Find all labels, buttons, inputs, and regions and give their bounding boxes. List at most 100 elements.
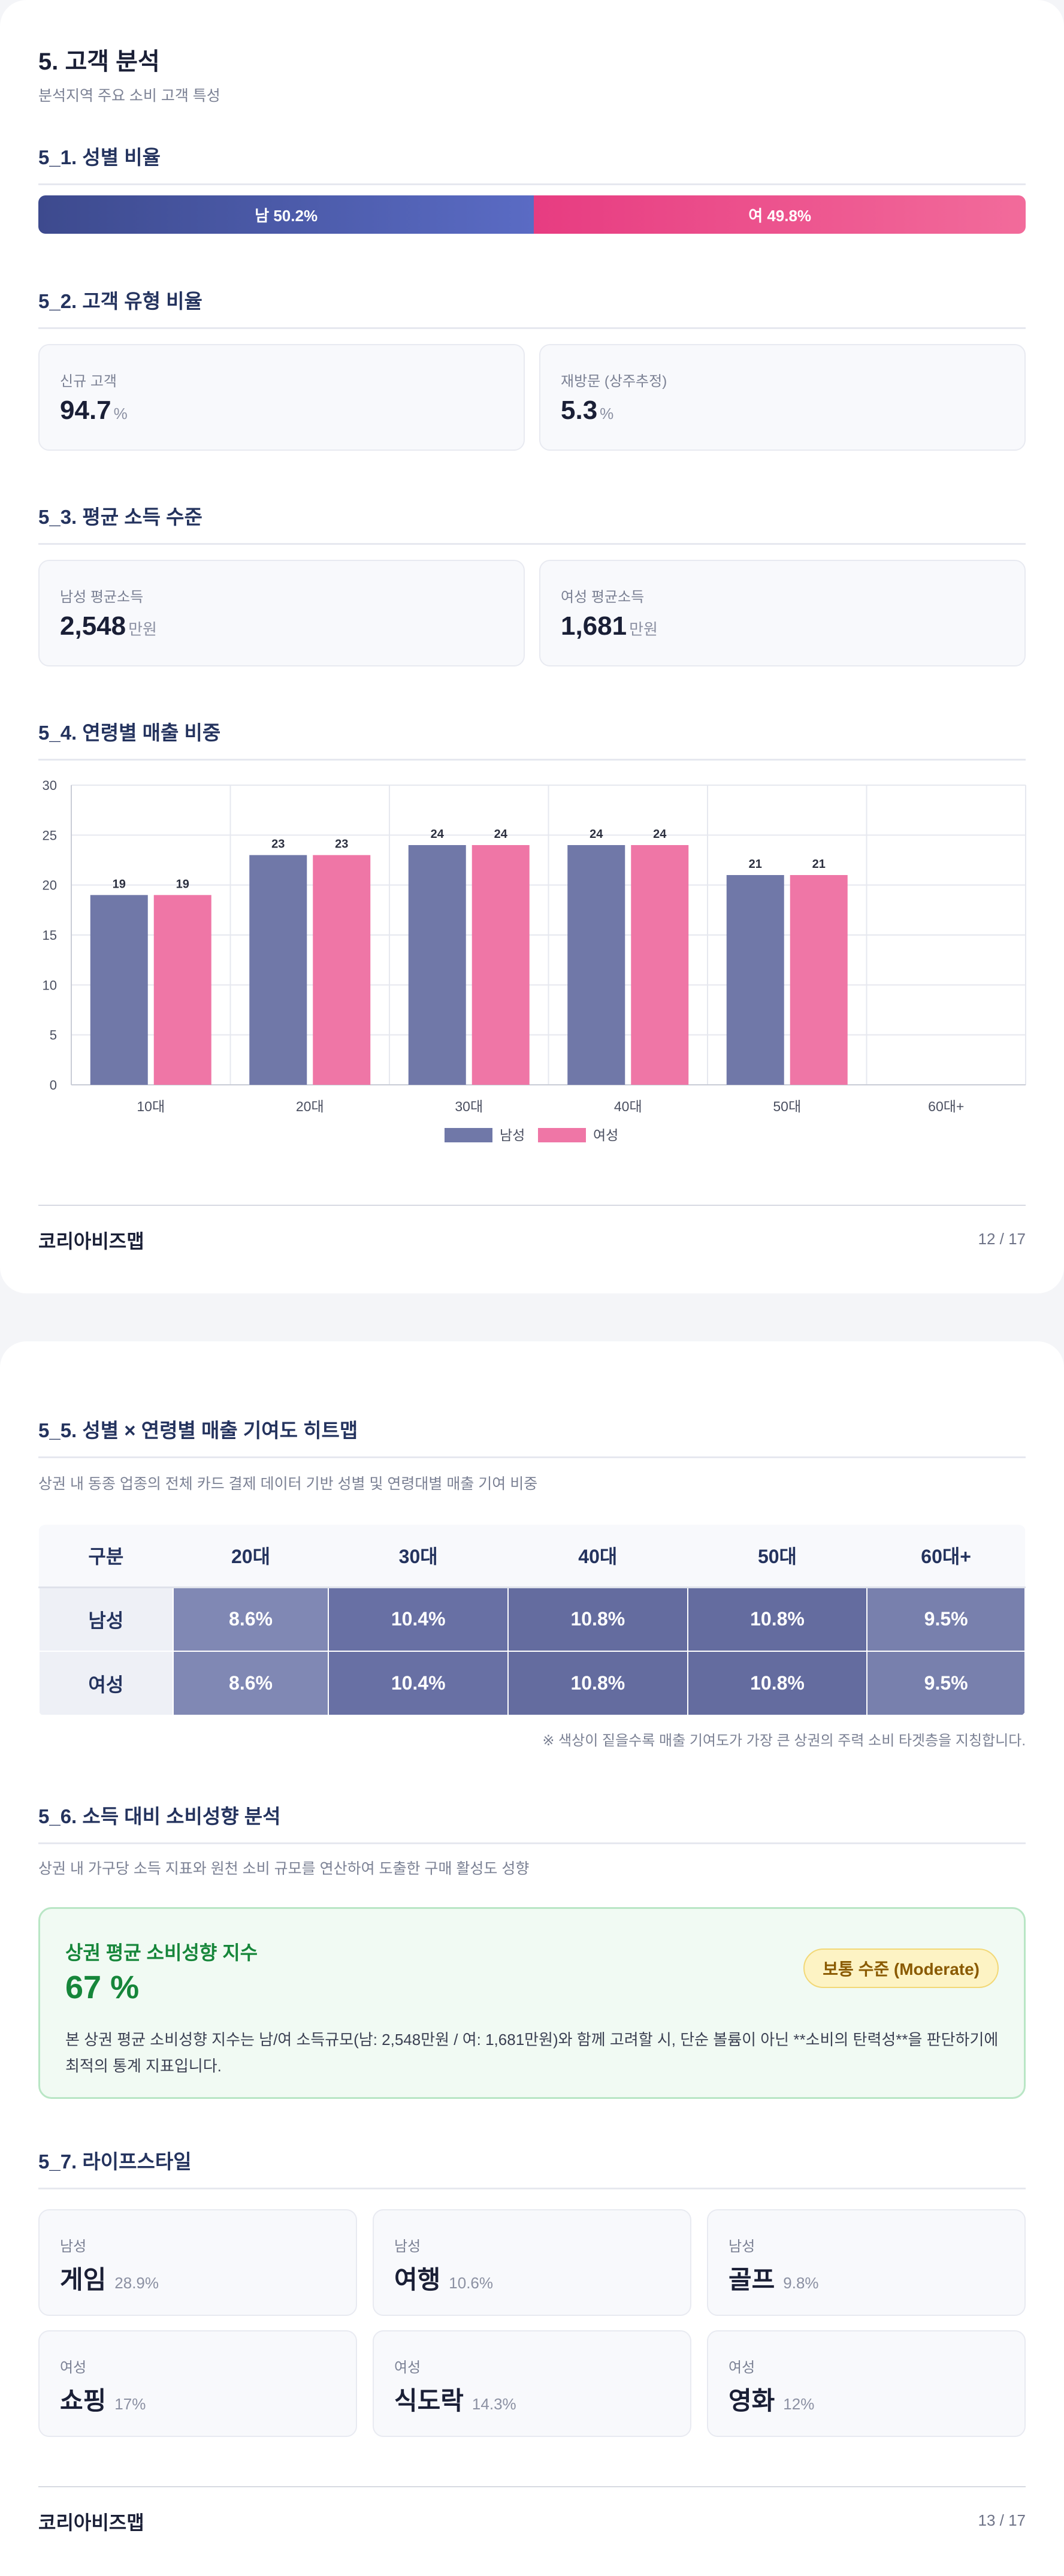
chart-bar xyxy=(313,855,371,1085)
chart-x-tick-label: 60대+ xyxy=(928,1099,964,1114)
heatmap-cell: 8.6% xyxy=(172,1651,330,1716)
heatmap-column-header: 50대 xyxy=(687,1525,867,1588)
footer-page-number: 13 / 17 xyxy=(978,2511,1026,2529)
stat-card-value: 1,681 만원 xyxy=(561,611,658,641)
chart-y-tick-label: 30 xyxy=(43,778,57,793)
spending-level-badge: 보통 수준 (Moderate) xyxy=(803,1948,999,1988)
heatmap-row-label: 남성 xyxy=(38,1586,174,1652)
chart-y-tick-label: 25 xyxy=(43,828,57,843)
report-page-13: 5_5. 성별 × 연령별 매출 기여도 히트맵 상권 내 동종 업종의 전체 … xyxy=(0,1341,1064,2576)
chart-x-tick-label: 10대 xyxy=(137,1099,165,1114)
lifestyle-name: 여행 10.6% xyxy=(394,2266,494,2294)
section-title-customer-type: 5_2. 고객 유형 비율 xyxy=(38,285,1026,329)
chart-legend-label: 여성 xyxy=(593,1127,618,1143)
lifestyle-name: 게임 28.9% xyxy=(60,2266,159,2294)
chart-data-label: 24 xyxy=(653,828,667,841)
footer-divider xyxy=(38,1205,1026,1206)
chart-data-label: 24 xyxy=(431,828,445,841)
lifestyle-gender: 여성 xyxy=(60,2360,87,2376)
lifestyle-card: 여성 영화 12% xyxy=(707,2330,1026,2437)
lifestyle-card: 남성 게임 28.9% xyxy=(38,2209,357,2316)
heatmap-cell: 10.4% xyxy=(328,1586,509,1652)
stat-card-value: 2,548 만원 xyxy=(60,611,157,641)
section-title-income: 5_3. 평균 소득 수준 xyxy=(38,501,1026,545)
lifestyle-card: 남성 여행 10.6% xyxy=(373,2209,691,2316)
chart-data-label: 19 xyxy=(113,877,126,891)
gender-bar-female: 여 49.8% xyxy=(534,195,1026,234)
chart-bar xyxy=(790,875,848,1085)
chart-data-label: 24 xyxy=(590,828,603,841)
footer-divider xyxy=(38,2486,1026,2487)
lifestyle-name: 영화 12% xyxy=(729,2387,815,2415)
chart-legend-label: 남성 xyxy=(500,1127,525,1143)
spending-index-box: 상권 평균 소비성향 지수 67 % 보통 수준 (Moderate) 본 상권… xyxy=(38,1907,1026,2099)
section-title-age-sales: 5_4. 연령별 매출 비중 xyxy=(38,717,1026,761)
chart-y-tick-label: 20 xyxy=(43,878,57,893)
chart-bar xyxy=(631,845,689,1085)
chart-legend-swatch xyxy=(445,1128,492,1142)
page-subtitle: 분석지역 주요 소비 고객 특성 xyxy=(38,88,220,104)
spending-index-text: 본 상권 평균 소비성향 지수는 남/여 소득규모(남: 2,548만원 / 여… xyxy=(65,2031,999,2075)
section-title-heatmap: 5_5. 성별 × 연령별 매출 기여도 히트맵 xyxy=(38,1414,1026,1458)
heatmap-description: 상권 내 동종 업종의 전체 카드 결제 데이터 기반 성별 및 연령대별 매출… xyxy=(38,1476,538,1492)
lifestyle-gender: 남성 xyxy=(394,2239,421,2255)
chart-bar xyxy=(249,855,307,1085)
stat-card-label: 여성 평균소득 xyxy=(561,589,645,605)
chart-y-tick-label: 15 xyxy=(43,928,57,943)
gender-bar-male: 남 50.2% xyxy=(38,195,534,234)
chart-data-label: 19 xyxy=(176,877,189,891)
lifestyle-card: 여성 쇼핑 17% xyxy=(38,2330,357,2437)
heatmap-header-row: 구분 20대 30대 40대 50대 60대+ xyxy=(39,1525,1025,1588)
stat-card-female-income: 여성 평균소득 1,681 만원 xyxy=(539,560,1026,666)
heatmap-cell: 9.5% xyxy=(866,1586,1026,1652)
heatmap-cell: 10.8% xyxy=(687,1586,868,1652)
heatmap-row-female: 여성 8.6% 10.4% 10.8% 10.8% 9.5% xyxy=(38,1651,1026,1716)
lifestyle-card: 남성 골프 9.8% xyxy=(707,2209,1026,2316)
heatmap-cell: 10.8% xyxy=(507,1651,688,1716)
heatmap-table: 구분 20대 30대 40대 50대 60대+ 남성 8.6% 10.4% 10… xyxy=(38,1525,1026,1716)
chart-legend-swatch xyxy=(538,1128,586,1142)
heatmap-column-header: 30대 xyxy=(328,1525,508,1588)
lifestyle-gender: 여성 xyxy=(729,2360,755,2376)
heatmap-cell: 10.8% xyxy=(687,1651,868,1716)
heatmap-cell: 9.5% xyxy=(866,1651,1026,1716)
age-sales-bar-chart: 0 5 10 15 20 25 30 19 19 10대 23 23 20대 24 24 30대 24 24 40대… xyxy=(43,778,1026,1143)
chart-data-label: 21 xyxy=(812,858,826,871)
lifestyle-name: 쇼핑 17% xyxy=(60,2387,146,2415)
chart-y-tick-label: 5 xyxy=(50,1028,57,1043)
footer-page-number: 12 / 17 xyxy=(978,1230,1026,1248)
stat-card-value: 5.3% xyxy=(561,396,614,425)
stat-card-returning-customers: 재방문 (상주추정) 5.3% xyxy=(539,344,1026,451)
section-title-lifestyle: 5_7. 라이프스타일 xyxy=(38,2146,1026,2189)
chart-y-tick-label: 0 xyxy=(50,1078,57,1093)
chart-bar xyxy=(90,895,148,1085)
heatmap-column-header: 40대 xyxy=(508,1525,688,1588)
chart-x-tick-label: 30대 xyxy=(455,1099,483,1114)
chart-bar xyxy=(567,845,625,1085)
chart-bar xyxy=(408,845,466,1085)
lifestyle-card: 여성 식도락 14.3% xyxy=(373,2330,691,2437)
gender-ratio-bar: 남 50.2% 여 49.8% xyxy=(38,195,1026,234)
lifestyle-gender: 남성 xyxy=(729,2239,755,2255)
chart-data-label: 23 xyxy=(335,838,348,851)
heatmap-column-header: 20대 xyxy=(173,1525,329,1588)
stat-card-label: 남성 평균소득 xyxy=(60,589,144,605)
heatmap-row-male: 남성 8.6% 10.4% 10.8% 10.8% 9.5% xyxy=(38,1586,1026,1652)
lifestyle-gender: 여성 xyxy=(394,2360,421,2376)
chart-bar xyxy=(153,895,211,1085)
stat-card-label: 재방문 (상주추정) xyxy=(561,373,667,390)
heatmap-cell: 10.8% xyxy=(507,1586,688,1652)
stat-card-label: 신규 고객 xyxy=(60,373,117,390)
spending-index-title: 상권 평균 소비성향 지수 xyxy=(65,1942,258,1963)
chart-y-tick-label: 10 xyxy=(43,978,57,993)
heatmap-cell: 8.6% xyxy=(172,1586,330,1652)
heatmap-row-label: 여성 xyxy=(38,1651,174,1716)
chart-x-tick-label: 40대 xyxy=(614,1099,642,1114)
stat-card-new-customers: 신규 고객 94.7% xyxy=(38,344,525,451)
heatmap-cell: 10.4% xyxy=(328,1651,509,1716)
report-page-12: 5. 고객 분석 분석지역 주요 소비 고객 특성 5_1. 성별 비율 남 5… xyxy=(0,0,1064,1293)
footer-brand: 코리아비즈맵 xyxy=(38,1230,144,1252)
chart-data-label: 24 xyxy=(494,828,508,841)
heatmap-corner-header: 구분 xyxy=(39,1525,173,1588)
footer-brand: 코리아비즈맵 xyxy=(38,2512,144,2533)
